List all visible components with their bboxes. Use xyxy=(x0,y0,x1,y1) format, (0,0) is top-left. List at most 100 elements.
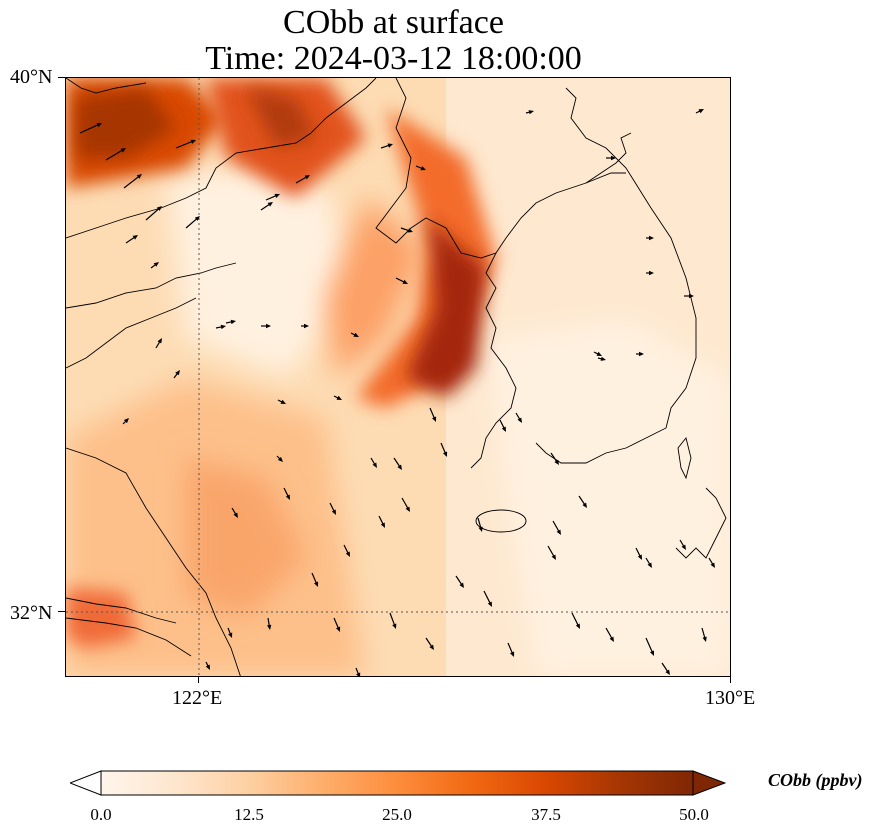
wind-arrow-head xyxy=(345,551,350,557)
wind-arrow-head xyxy=(459,582,464,588)
wind-arrow-shaft xyxy=(483,590,492,605)
wind-arrow-head xyxy=(551,554,556,560)
wind-arrow-head xyxy=(220,324,226,330)
wind-arrow-head xyxy=(582,502,587,508)
wind-arrow-head xyxy=(372,462,377,468)
coastlines xyxy=(66,78,727,676)
gridlines xyxy=(66,78,730,676)
chart-title-line2: Time: 2024-03-12 18:00:00 xyxy=(205,40,582,77)
wind-arrow-head xyxy=(517,417,522,423)
wind-arrow-head xyxy=(285,494,290,500)
concentration-field xyxy=(66,78,730,676)
wind-arrow-head xyxy=(405,506,410,512)
wind-arrow-head xyxy=(336,395,342,400)
chart-title-line1: CObb at surface xyxy=(283,4,504,41)
wind-arrow-head xyxy=(698,109,704,114)
wind-arrow-head xyxy=(266,323,271,329)
wind-arrow-head xyxy=(96,123,102,128)
wind-arrow-head xyxy=(120,148,126,153)
colorbar-label: CObb (ppbv) xyxy=(768,770,863,790)
wind-arrow-head xyxy=(194,216,200,221)
colorbar-extend-low xyxy=(68,770,102,796)
wind-arrow-shaft xyxy=(389,612,396,627)
wind-arrow-head xyxy=(392,623,397,629)
wind-arrow-head xyxy=(647,562,652,568)
lon-label-122: 122°E xyxy=(172,687,223,709)
wind-arrow-head xyxy=(175,370,180,376)
colorbar-tick-3: 37.5 xyxy=(531,805,561,824)
wind-arrow-head xyxy=(609,636,614,642)
wind-arrow-shaft xyxy=(645,637,654,654)
wind-arrow-head xyxy=(611,155,616,161)
wind-arrow-shaft xyxy=(552,520,561,533)
wind-arrow-head xyxy=(314,581,319,587)
wind-arrow-head xyxy=(402,279,408,284)
wind-arrow-head xyxy=(274,193,280,198)
wind-arrow-head xyxy=(205,664,210,670)
lat-label-32: 32°N xyxy=(10,602,53,624)
wind-arrow-head xyxy=(132,235,138,240)
wind-arrow-shaft xyxy=(429,407,436,420)
wind-arrow-head xyxy=(639,351,644,357)
wind-arrow-head xyxy=(420,166,426,171)
wind-arrow-head xyxy=(230,319,236,325)
wind-arrow-head xyxy=(702,636,707,642)
wind-arrow-shaft xyxy=(547,545,556,558)
wind-arrow-head xyxy=(429,644,434,650)
wind-arrow-shaft xyxy=(175,140,194,149)
wind-arrow-head xyxy=(156,206,162,211)
wind-arrow-head xyxy=(689,293,694,299)
wind-arrow-head xyxy=(487,601,492,607)
wind-arrow-shaft xyxy=(79,123,100,134)
wind-arrow-head xyxy=(136,174,142,179)
wind-arrow-head xyxy=(280,399,286,404)
wind-arrow-head xyxy=(356,672,361,676)
wind-arrow-shaft xyxy=(265,194,278,201)
wind-arrow-head xyxy=(575,623,580,629)
wind-arrow-shaft xyxy=(311,572,318,585)
wind-arrow-shaft xyxy=(333,617,340,630)
wind-arrow-head xyxy=(443,451,448,457)
wind-arrow-head xyxy=(157,338,162,344)
colorbar xyxy=(68,770,727,796)
wind-arrow-head xyxy=(710,562,715,568)
wind-arrow-head xyxy=(510,651,515,657)
wind-arrow-head xyxy=(233,512,238,518)
wind-arrow-head xyxy=(528,110,534,115)
wind-arrow-head xyxy=(556,529,561,535)
wind-arrow-head xyxy=(650,650,654,656)
colorbar-tick-4: 50.0 xyxy=(679,805,709,824)
wind-arrow-shaft xyxy=(123,175,141,189)
wind-arrow-head xyxy=(304,175,310,180)
lat-tick-40 xyxy=(58,77,65,78)
wind-arrow-head xyxy=(153,262,159,267)
lon-tick-122 xyxy=(198,677,199,683)
wind-arrow-shaft xyxy=(295,175,308,184)
wind-arrow-head xyxy=(637,554,642,560)
lat-tick-32 xyxy=(58,611,65,612)
wind-arrow-shaft xyxy=(571,612,580,627)
wind-arrow-head xyxy=(407,228,413,233)
wind-arrow-shaft xyxy=(185,217,199,229)
wind-arrow-head xyxy=(267,202,273,207)
colorbar-tick-2: 25.0 xyxy=(382,805,412,824)
wind-arrow-head xyxy=(665,669,670,675)
wind-arrow-head xyxy=(304,323,309,329)
wind-arrow-head xyxy=(336,626,341,632)
wind-arrow-head xyxy=(277,456,283,462)
wind-arrow-shaft xyxy=(401,497,410,510)
wind-arrow-shaft xyxy=(507,642,514,655)
lon-tick-130 xyxy=(730,677,731,683)
wind-vectors xyxy=(79,109,715,676)
lat-label-40: 40°N xyxy=(10,66,53,88)
wind-arrow-head xyxy=(501,426,506,432)
colorbar-gradient xyxy=(100,770,694,796)
wind-arrow-head xyxy=(397,464,402,470)
wind-arrow-shaft xyxy=(105,149,124,161)
wind-arrow-shaft xyxy=(145,207,161,221)
colorbar-tick-0: 0.0 xyxy=(90,805,112,824)
wind-arrow-head xyxy=(649,270,654,276)
wind-arrow-head xyxy=(331,509,336,515)
wind-arrow-head xyxy=(380,522,385,528)
wind-arrow-head xyxy=(600,356,606,361)
